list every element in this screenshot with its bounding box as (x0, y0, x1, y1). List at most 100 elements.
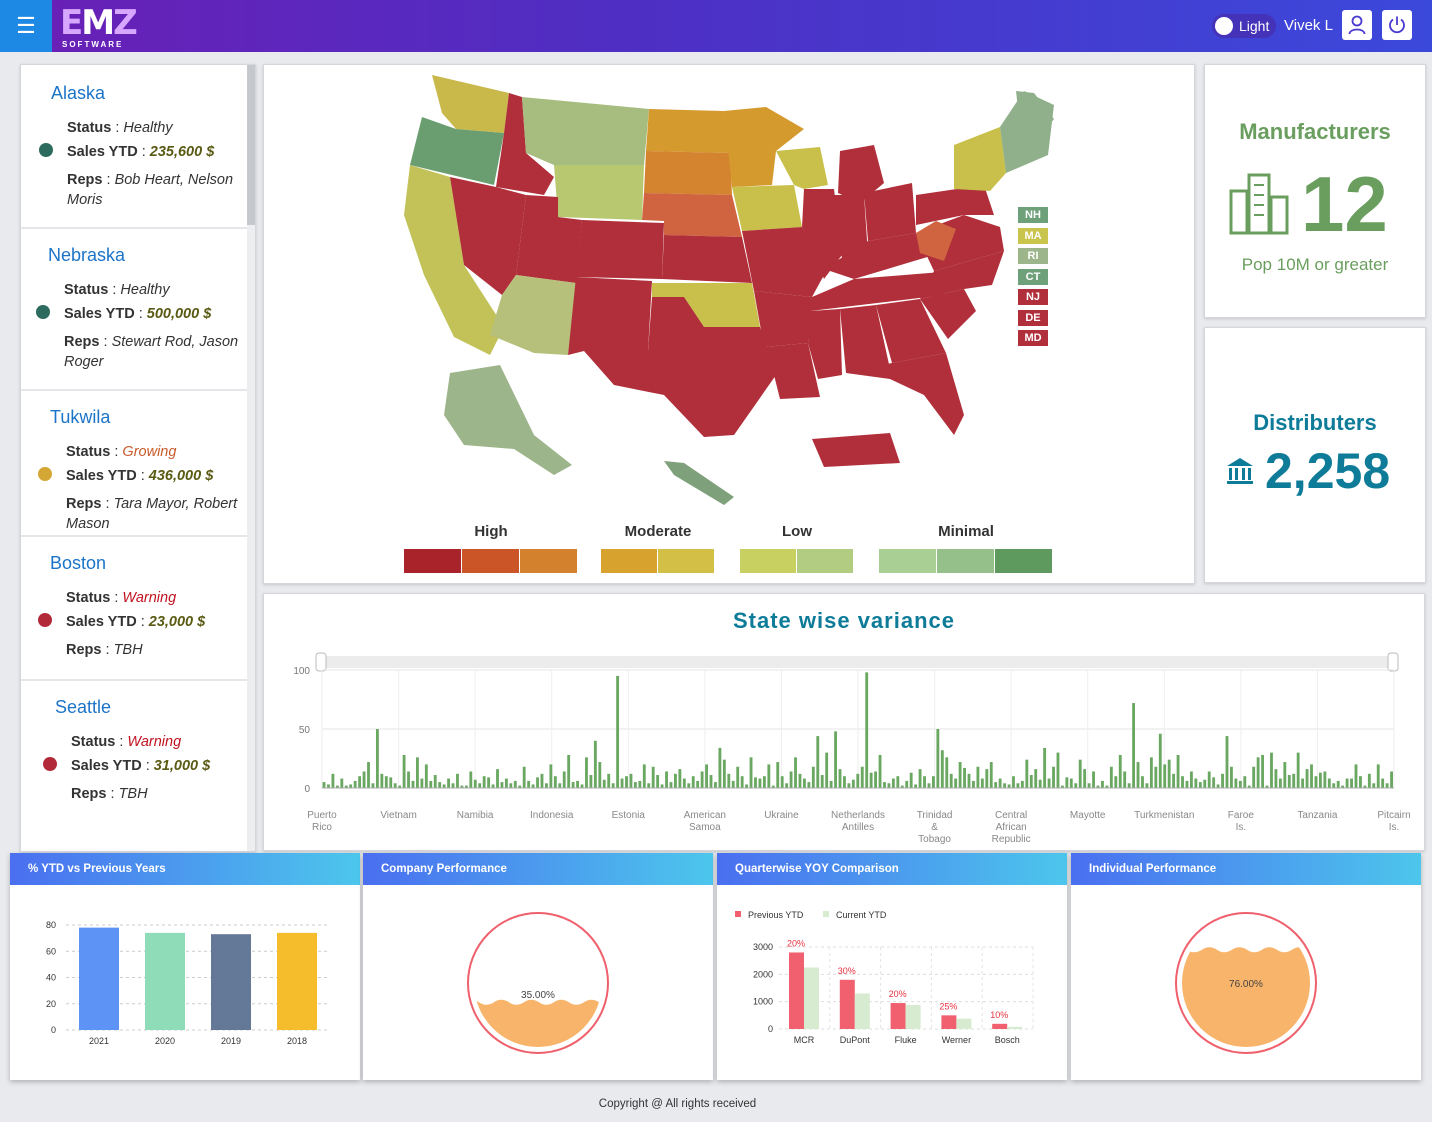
variance-bar[interactable] (331, 773, 335, 788)
variance-bar[interactable] (718, 747, 722, 788)
variance-bar[interactable] (700, 771, 704, 788)
variance-bar[interactable] (802, 778, 806, 788)
variance-bar[interactable] (776, 762, 780, 788)
variance-bar[interactable] (1158, 733, 1162, 788)
variance-bar[interactable] (682, 778, 686, 788)
variance-bar[interactable] (1038, 779, 1042, 788)
hamburger-menu-button[interactable]: ☰ (0, 0, 52, 52)
scrollbar-thumb[interactable] (247, 65, 255, 225)
legend-label[interactable]: Current YTD (836, 910, 887, 920)
variance-bar[interactable] (1247, 785, 1251, 788)
variance-bar[interactable] (1216, 784, 1220, 788)
variance-bar[interactable] (758, 778, 762, 788)
variance-bar[interactable] (1203, 779, 1207, 788)
variance-bar[interactable] (616, 675, 620, 788)
variance-bar[interactable] (1007, 784, 1011, 788)
variance-bar[interactable] (420, 778, 424, 788)
variance-bar[interactable] (1332, 783, 1336, 788)
variance-bar[interactable] (1043, 747, 1047, 788)
small-state-tag[interactable]: NH (1018, 207, 1048, 223)
small-state-tag[interactable]: NJ (1018, 289, 1048, 305)
variance-bar[interactable] (1189, 771, 1193, 788)
variance-bar[interactable] (914, 784, 918, 788)
variance-bar[interactable] (513, 780, 517, 788)
variance-bar[interactable] (1123, 771, 1127, 788)
quarter-bar[interactable] (992, 1023, 1008, 1029)
variance-bar[interactable] (705, 764, 708, 788)
quarter-bar[interactable] (956, 1018, 972, 1029)
variance-bar[interactable] (954, 778, 958, 788)
variance-bar[interactable] (860, 766, 864, 788)
ytd-bar[interactable] (145, 932, 185, 1030)
variance-bar[interactable] (1176, 754, 1180, 788)
variance-bar[interactable] (1270, 752, 1273, 788)
variance-bar[interactable] (749, 757, 753, 788)
variance-bar[interactable] (1029, 775, 1033, 788)
variance-bar[interactable] (1265, 785, 1269, 788)
variance-bar[interactable] (927, 783, 931, 788)
variance-bar[interactable] (1145, 783, 1149, 788)
variance-bar[interactable] (522, 766, 526, 788)
quarter-bar[interactable] (905, 1004, 921, 1029)
variance-bar[interactable] (1372, 783, 1376, 788)
variance-bar[interactable] (878, 754, 882, 788)
variance-bar[interactable] (1092, 771, 1095, 788)
variance-bar[interactable] (1323, 771, 1327, 788)
quarter-bar[interactable] (941, 1015, 957, 1029)
quarter-bar[interactable] (839, 979, 855, 1029)
user-profile-button[interactable] (1342, 10, 1372, 40)
individual-performance-gauge[interactable]: 76.00% (1071, 885, 1421, 1080)
variance-bar[interactable] (1012, 776, 1015, 788)
variance-bar[interactable] (353, 780, 357, 788)
variance-bar[interactable] (1287, 775, 1291, 788)
variance-bar[interactable] (384, 776, 388, 788)
variance-bar[interactable] (1256, 757, 1260, 788)
variance-bar[interactable] (847, 783, 851, 788)
variance-bar[interactable] (1367, 773, 1371, 788)
variance-bar[interactable] (1078, 759, 1082, 788)
variance-bar[interactable] (393, 783, 397, 788)
variance-bar[interactable] (1181, 776, 1184, 788)
variance-bar[interactable] (451, 783, 455, 788)
variance-bar[interactable] (785, 783, 789, 788)
variance-bar[interactable] (464, 785, 468, 788)
variance-bar[interactable] (731, 780, 735, 788)
variance-bar[interactable] (1274, 769, 1278, 788)
variance-bar[interactable] (447, 778, 450, 788)
variance-bar[interactable] (967, 773, 971, 788)
variance-bar[interactable] (580, 784, 584, 788)
variance-bar[interactable] (1292, 773, 1296, 788)
variance-bar[interactable] (1327, 778, 1331, 788)
variance-bar[interactable] (1305, 769, 1309, 788)
variance-bar[interactable] (1381, 778, 1385, 788)
variance-bar[interactable] (562, 771, 566, 788)
variance-bar[interactable] (1376, 764, 1380, 788)
variance-bar[interactable] (344, 785, 348, 788)
variance-bar[interactable] (1345, 778, 1349, 788)
variance-bar[interactable] (1127, 783, 1131, 788)
small-state-tag[interactable]: DE (1018, 309, 1048, 326)
quarter-bar[interactable] (1007, 1026, 1023, 1029)
variance-bar[interactable] (1118, 754, 1122, 788)
variance-bar[interactable] (1341, 785, 1345, 788)
variance-bar[interactable] (633, 782, 637, 788)
variance-bar[interactable] (1047, 778, 1051, 788)
variance-bar[interactable] (918, 769, 922, 788)
variance-bar[interactable] (389, 777, 393, 788)
variance-bar[interactable] (1101, 780, 1104, 788)
variance-bar[interactable] (429, 780, 433, 788)
variance-bar[interactable] (1154, 766, 1158, 788)
variance-bar[interactable] (571, 782, 575, 788)
variance-bar[interactable] (1390, 771, 1393, 788)
variance-bar[interactable] (469, 771, 473, 788)
variance-bar[interactable] (998, 778, 1002, 788)
variance-bar[interactable] (656, 775, 660, 788)
variance-bar[interactable] (1318, 772, 1322, 788)
variance-bar[interactable] (549, 764, 553, 788)
variance-bar[interactable] (985, 769, 989, 788)
variance-bar[interactable] (1363, 785, 1367, 788)
variance-bar[interactable] (1141, 776, 1144, 788)
variance-bar[interactable] (963, 767, 966, 788)
variance-bar[interactable] (972, 780, 975, 788)
